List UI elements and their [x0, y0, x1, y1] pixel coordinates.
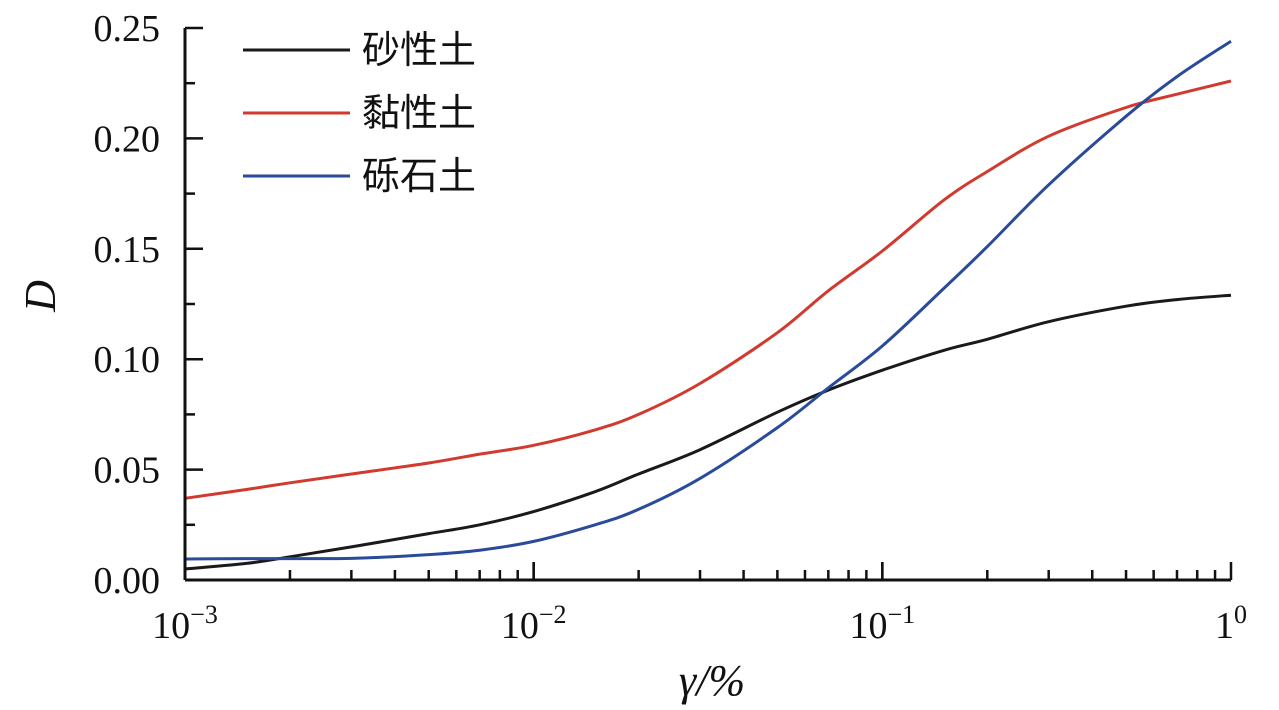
legend-label: 黏性土	[362, 91, 476, 135]
legend-label: 砾石土	[362, 154, 476, 198]
x-ticks: 10−3 10−2 10−1 10	[152, 562, 1247, 647]
x-tick-base: 10	[152, 605, 190, 647]
y-ticks: 0.00 0.05 0.10 0.15 0.20 0.25	[94, 8, 203, 602]
x-tick-label: 10−1	[849, 600, 915, 647]
x-tick-label: 10−3	[152, 600, 218, 647]
y-axis-title: D	[16, 280, 65, 313]
x-tick-exponent: −1	[887, 600, 915, 629]
y-tick-label: 0.10	[94, 339, 161, 381]
x-tick-base: 10	[501, 605, 539, 647]
series-line-3	[184, 39, 1232, 561]
series-line-1	[184, 293, 1232, 571]
x-tick-label: 10	[1215, 600, 1247, 647]
x-tick-base: 10	[849, 605, 887, 647]
axes	[183, 28, 1231, 582]
x-tick-exponent: −2	[539, 600, 567, 629]
y-tick-label: 0.15	[94, 229, 161, 271]
x-tick-base: 1	[1215, 605, 1234, 647]
x-tick-label: 10−2	[501, 600, 567, 647]
x-tick-exponent: −3	[190, 600, 218, 629]
plot-lines	[184, 39, 1232, 571]
y-tick-label: 0.05	[94, 450, 161, 492]
x-tick-exponent: 0	[1234, 600, 1247, 629]
y-tick-label: 0.20	[94, 118, 161, 160]
x-axis-title: γ/%	[679, 656, 745, 705]
legend-label: 砂性土	[362, 28, 476, 72]
series-line-2	[184, 79, 1232, 500]
y-tick-label: 0.25	[94, 8, 161, 50]
y-tick-label: 0.00	[94, 560, 161, 602]
